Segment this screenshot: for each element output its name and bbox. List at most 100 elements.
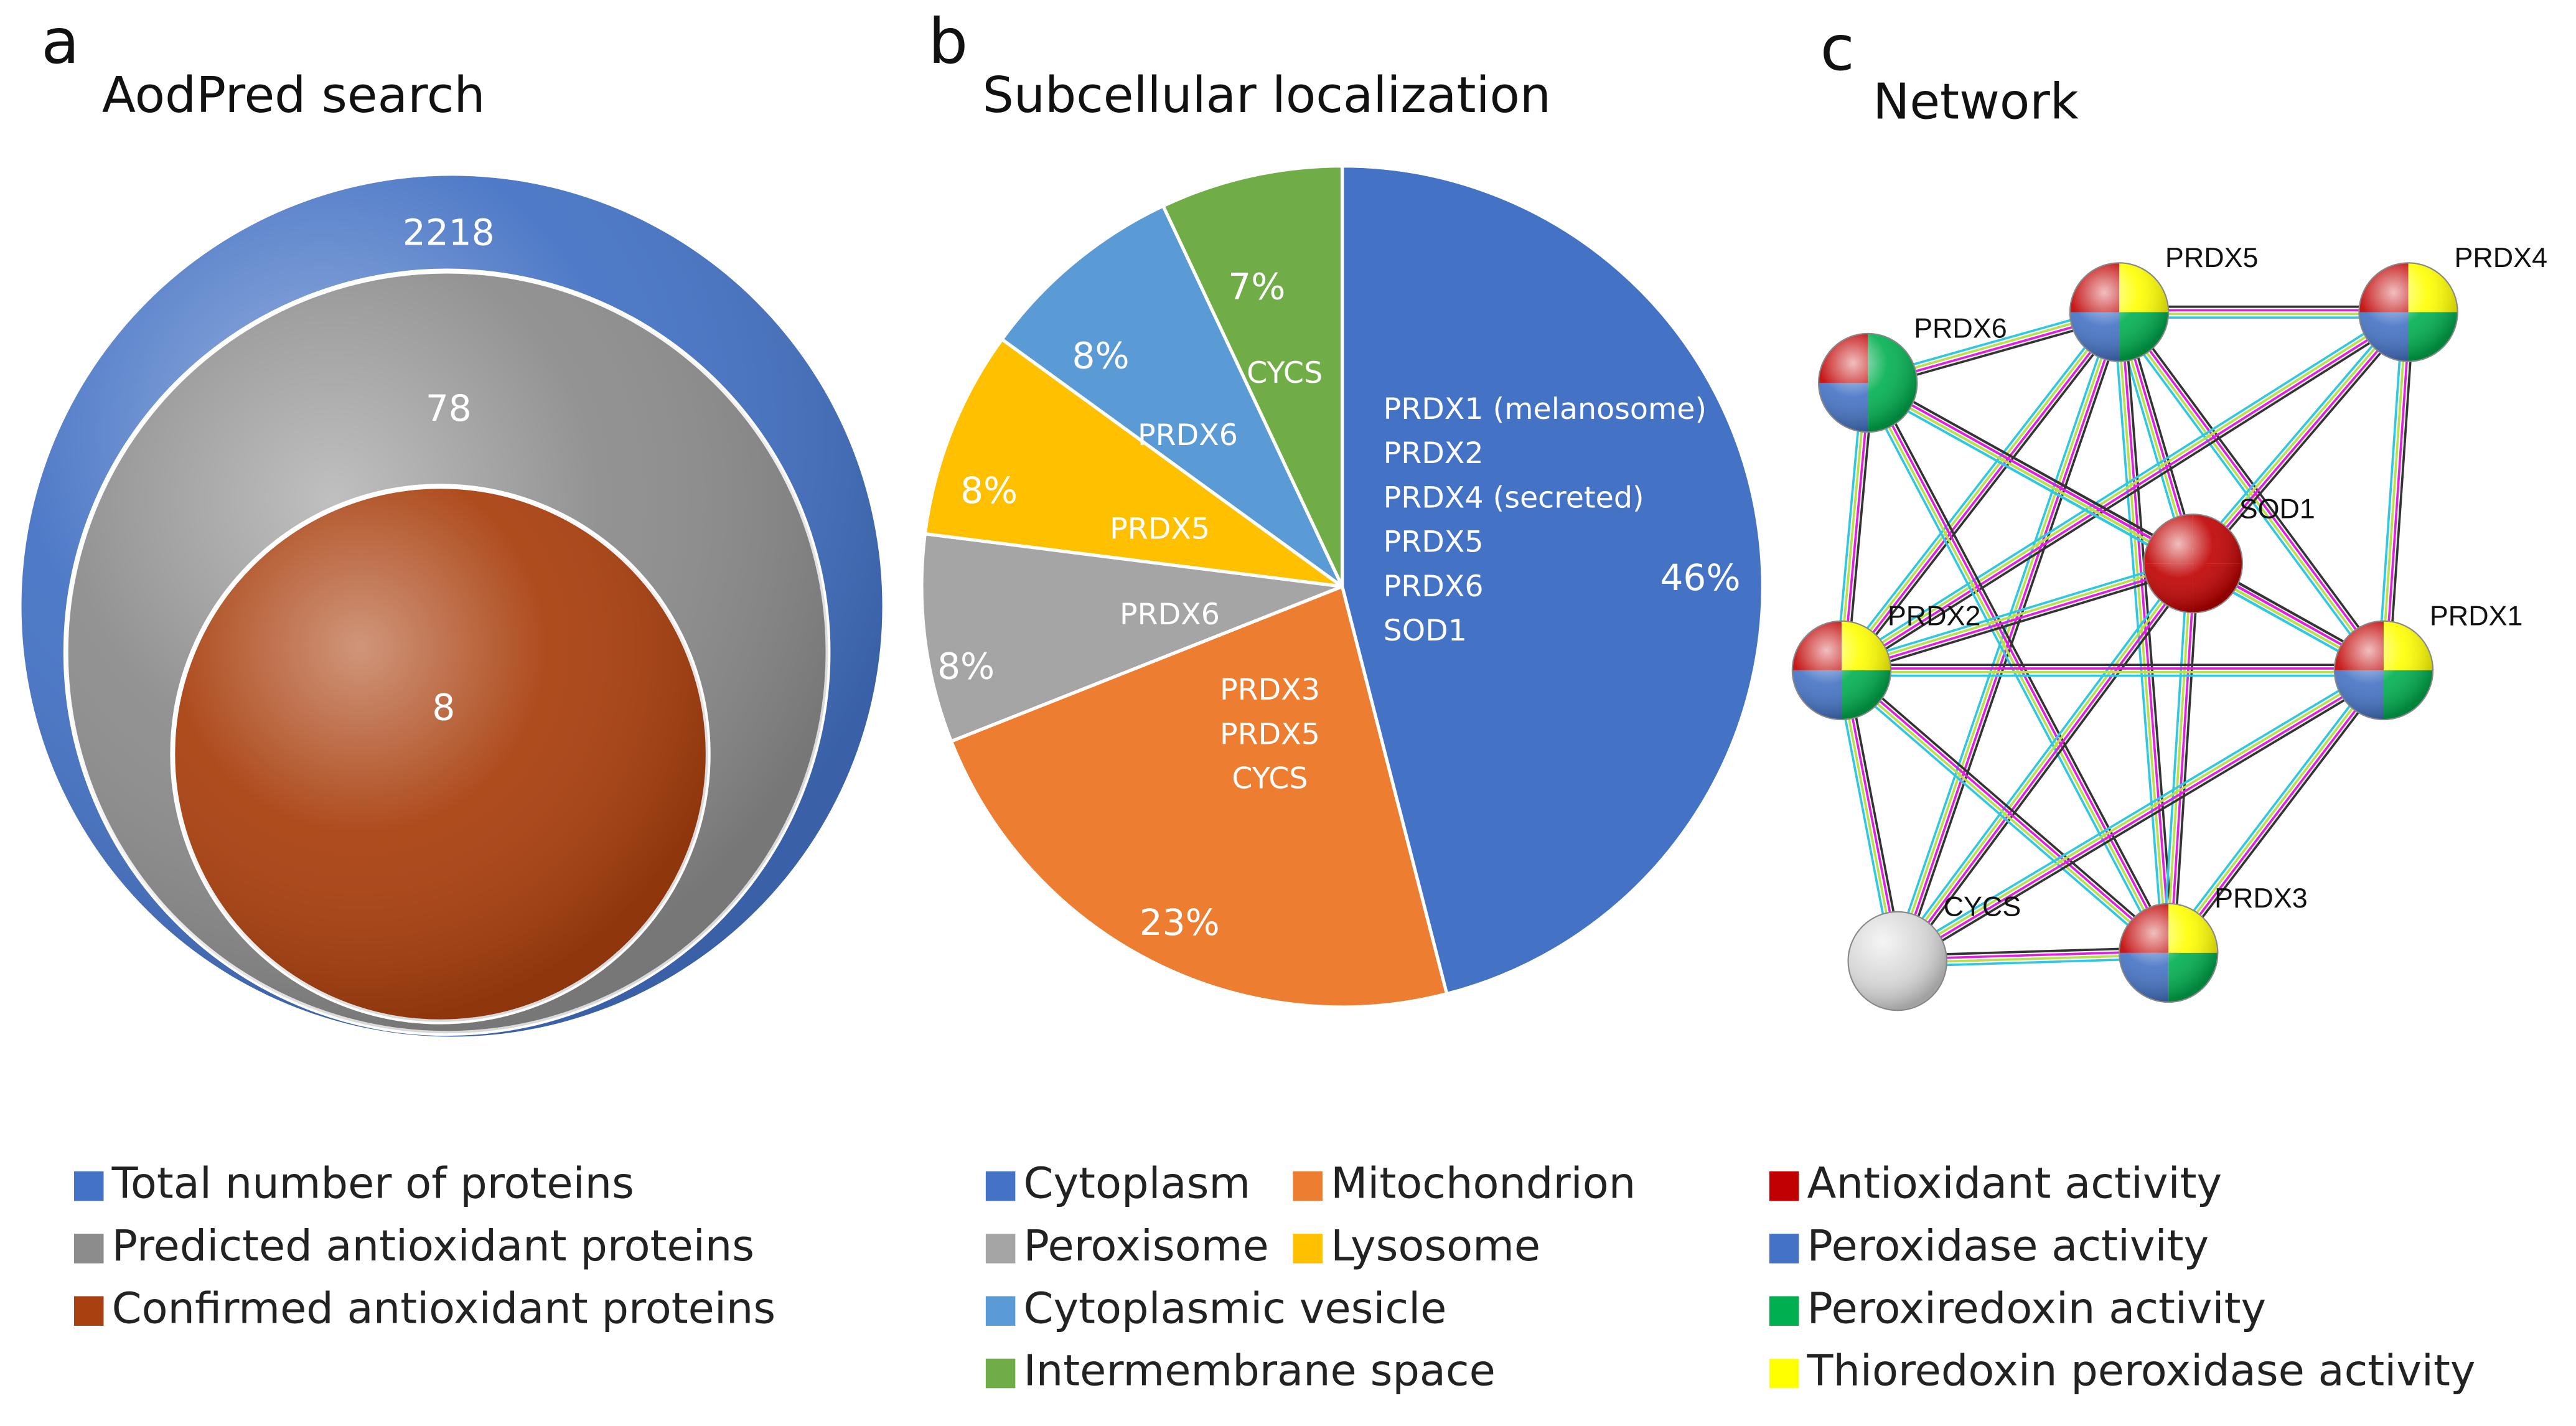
- pie-slice: [1161, 164, 1344, 588]
- network-edge: [2116, 312, 2168, 954]
- network-edge: [1868, 381, 2171, 953]
- network-edge: [2377, 311, 2404, 670]
- slice-percent: 23%: [1140, 901, 1220, 944]
- network-edge: [1843, 316, 2412, 676]
- legend-label: Intermembrane space: [1024, 1346, 1496, 1396]
- network-edge: [1842, 312, 2122, 672]
- network-edge: [1838, 306, 2406, 667]
- node-label: PRDX3: [2214, 882, 2308, 914]
- network-edge: [2117, 312, 2384, 672]
- slice-percent: 8%: [1072, 334, 1130, 377]
- legend-swatch: [1769, 1358, 1799, 1389]
- pie-slice: [920, 532, 1343, 744]
- legend-label: Antioxidant activity: [1807, 1159, 2222, 1209]
- legend-swatch: [985, 1171, 1016, 1201]
- network-edge: [2387, 312, 2415, 671]
- panel-label: c: [1820, 12, 1855, 85]
- node-shine: [2358, 262, 2458, 362]
- panel-title: Network: [1873, 73, 2079, 130]
- network-edge: [1892, 560, 2190, 959]
- network-edge: [2384, 312, 2412, 671]
- slice-gene: CYCS: [1247, 356, 1323, 390]
- network-edge: [1862, 385, 2165, 956]
- legend-swatch: [1293, 1234, 1323, 1264]
- slice-percent: 8%: [937, 645, 995, 687]
- slice-gene: PRDX1 (melanosome): [1384, 392, 1707, 426]
- node-shine: [1791, 620, 1892, 721]
- panel-label: b: [928, 5, 968, 78]
- node-label: PRDX2: [1888, 599, 1981, 631]
- circle-shade: [172, 486, 708, 1022]
- pie-slice: [1340, 164, 1764, 996]
- legend-label: Lysosome: [1331, 1221, 1540, 1271]
- network-edge: [2161, 563, 2189, 953]
- legend-swatch: [985, 1234, 1016, 1264]
- network-edge: [1839, 557, 2192, 667]
- network-edge: [1836, 308, 2116, 668]
- slice-gene: CYCS: [1232, 762, 1308, 796]
- node-shine: [2069, 262, 2170, 362]
- network-edge: [2169, 670, 2386, 955]
- slice-gene: PRDX2: [1384, 436, 1484, 471]
- legend-swatch: [1769, 1234, 1799, 1264]
- network-edge: [1901, 566, 2199, 965]
- network-edge: [2196, 314, 2414, 568]
- network-edge: [2191, 310, 2408, 563]
- slice-gene: PRDX5: [1110, 512, 1210, 546]
- slice-percent: 46%: [1660, 556, 1740, 599]
- legend-swatch: [73, 1171, 104, 1201]
- network-edge: [1895, 561, 2193, 961]
- pie-slice: [923, 337, 1344, 588]
- network-edge: [1894, 664, 2382, 958]
- circle-label: 78: [426, 387, 472, 429]
- network-edge: [2114, 314, 2381, 675]
- slice-gene: PRDX6: [1120, 598, 1220, 632]
- network-edge: [1898, 563, 2196, 963]
- legend-label: Thioredoxin peroxidase activity: [1807, 1346, 2476, 1396]
- slice-gene: PRDX6: [1384, 570, 1484, 604]
- node-shine: [2118, 903, 2219, 1003]
- node-label: CYCS: [1944, 890, 2021, 922]
- network-edge: [2188, 307, 2405, 561]
- node-shine: [2333, 620, 2434, 721]
- panel-title: AodPred search: [102, 67, 485, 124]
- network-edge: [1840, 309, 2409, 670]
- slice-gene: SOD1: [1384, 614, 1467, 648]
- slice-gene: PRDX3: [1220, 673, 1320, 707]
- legend-swatch: [1769, 1296, 1799, 1326]
- node-label: PRDX1: [2430, 599, 2523, 631]
- pie-slice: [948, 584, 1449, 1009]
- network-edge: [2120, 312, 2171, 953]
- panel-label: a: [41, 5, 79, 78]
- network-edge: [1837, 673, 2166, 958]
- slice-gene: PRDX5: [1220, 717, 1320, 751]
- network-edge: [2193, 312, 2411, 566]
- network-edge: [1898, 670, 2386, 964]
- slice-gene: PRDX5: [1384, 525, 1484, 560]
- node-label: SOD1: [2239, 493, 2315, 525]
- node-label: PRDX6: [1914, 312, 2007, 344]
- network-edge: [2381, 312, 2408, 670]
- circle-label: 8: [432, 686, 455, 728]
- legend-label: Confirmed antioxidant proteins: [112, 1283, 775, 1333]
- legend-label: Cytoplasmic vesicle: [1024, 1283, 1447, 1333]
- node-label: PRDX4: [2454, 242, 2547, 273]
- network-edge: [2166, 668, 2384, 953]
- slice-percent: 7%: [1228, 266, 1285, 308]
- network-edge: [1842, 312, 2410, 673]
- node-label: PRDX5: [2165, 242, 2259, 273]
- legend-swatch: [1769, 1171, 1799, 1201]
- network-edge: [1899, 673, 2387, 967]
- legend-label: Predicted antioxidant proteins: [112, 1221, 754, 1271]
- legend-swatch: [985, 1358, 1016, 1389]
- network-edge: [1901, 313, 2126, 964]
- legend-swatch: [73, 1296, 104, 1326]
- legend-swatch: [1293, 1171, 1323, 1201]
- panel-title: Subcellular localization: [983, 67, 1552, 124]
- network-edge: [1842, 668, 2171, 953]
- slice-gene: PRDX6: [1138, 418, 1238, 453]
- pie-slice: [1000, 204, 1344, 588]
- legend-label: Peroxiredoxin activity: [1807, 1283, 2267, 1333]
- network-edge: [2165, 563, 2193, 953]
